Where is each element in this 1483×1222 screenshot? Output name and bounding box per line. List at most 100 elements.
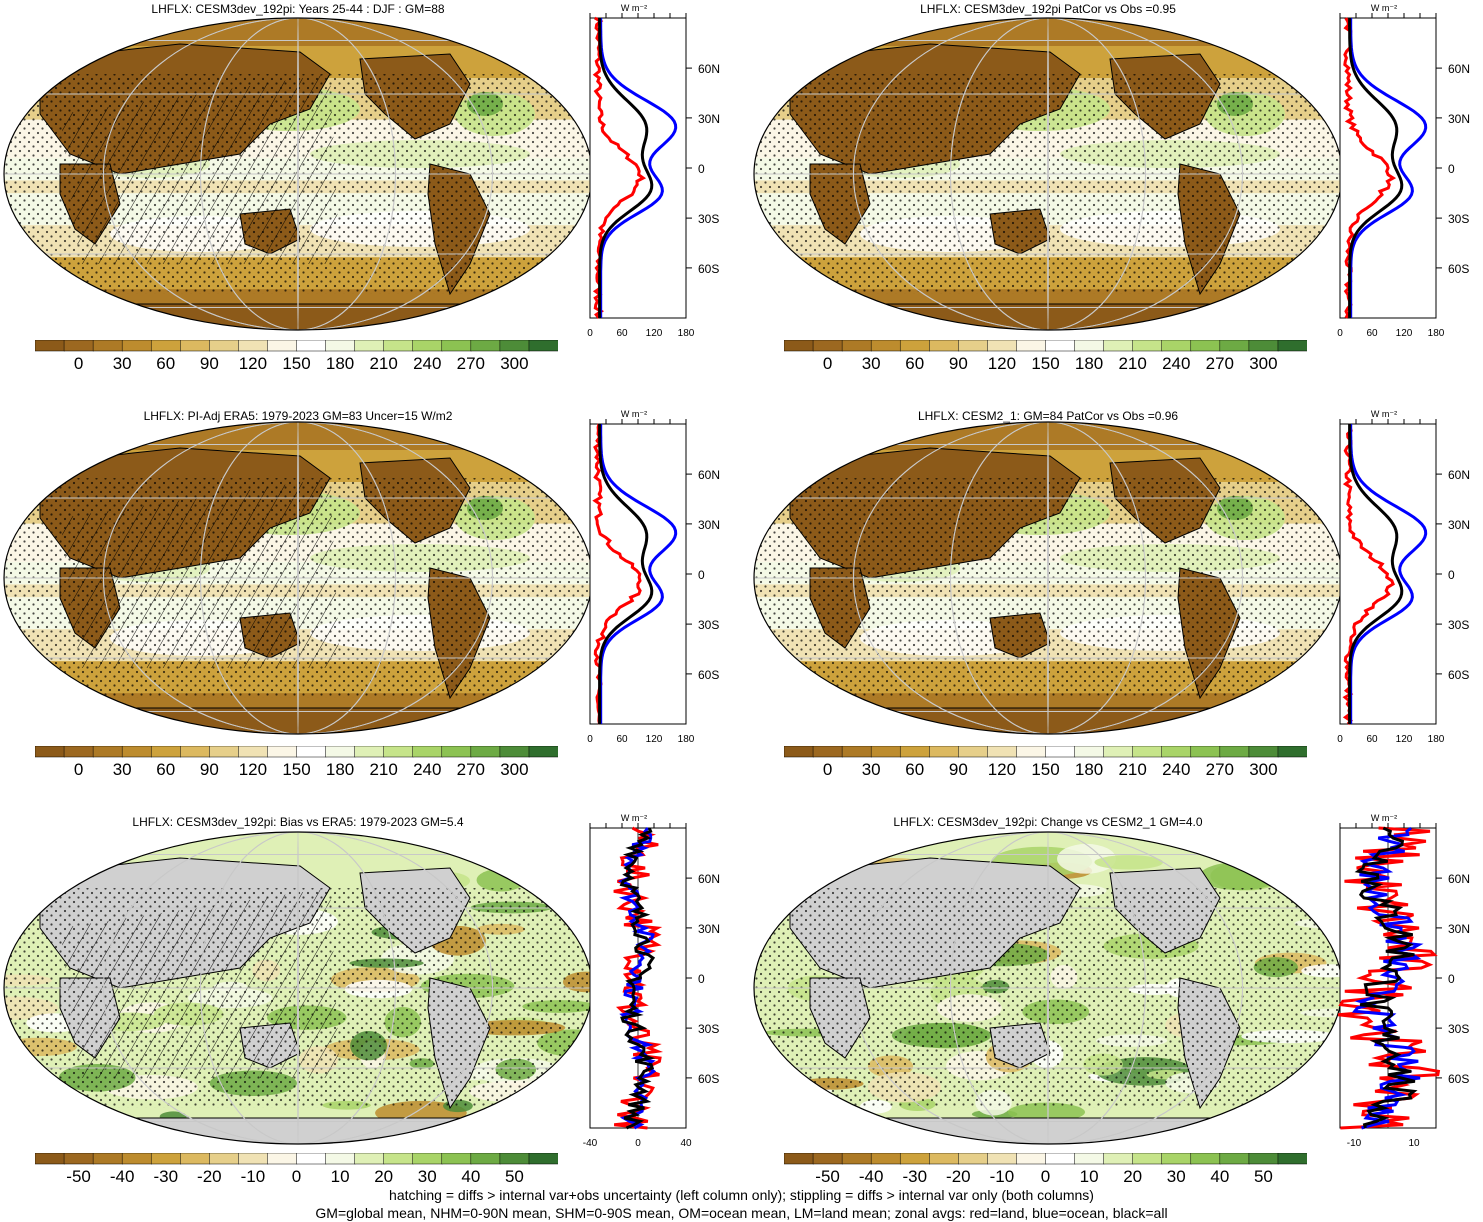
colorbar-label: 0 <box>291 1167 302 1186</box>
lat-label: 30S <box>698 618 719 632</box>
zonal-unit-label: W m⁻² <box>621 3 647 13</box>
colorbar-label: 240 <box>1162 760 1191 779</box>
colorbar-label: 40 <box>1210 1167 1230 1186</box>
colorbar-swatch <box>150 746 182 758</box>
colorbar-swatch <box>987 746 1018 758</box>
colorbar-label: 150 <box>282 760 311 779</box>
colorbar-label: 40 <box>461 1167 481 1186</box>
colorbar-swatch <box>1277 1153 1307 1165</box>
lat-label: 0 <box>698 162 705 176</box>
colorbar-label: 120 <box>987 760 1017 779</box>
zonal-all-line <box>1348 424 1404 724</box>
colorbar-swatch <box>121 1153 152 1165</box>
colorbar-swatch <box>296 1153 327 1165</box>
colorbar-swatch <box>499 340 530 352</box>
colorbar-label: 60 <box>156 354 176 373</box>
colorbar-swatch <box>1248 1153 1279 1165</box>
panel-title: LHFLX: CESM3dev_192pi: Change vs CESM2_1… <box>893 815 1203 829</box>
colorbar-label: -30 <box>902 1167 928 1186</box>
map-plot <box>3 17 593 331</box>
colorbar-swatch <box>784 1153 814 1165</box>
colorbar-swatch <box>1045 1153 1076 1165</box>
colorbar-swatch <box>1132 340 1163 352</box>
colorbar-swatch <box>383 1153 414 1165</box>
panel-title: LHFLX: CESM3dev_192pi: Bias vs ERA5: 197… <box>132 815 464 829</box>
colorbar-swatch <box>987 340 1018 352</box>
colorbar-swatch <box>987 1153 1018 1165</box>
colorbar-swatch <box>899 340 931 352</box>
colorbar-swatch <box>121 340 152 352</box>
colorbar-label: 240 <box>413 354 442 373</box>
colorbar-label: 180 <box>1074 354 1104 373</box>
colorbar-swatch <box>929 340 960 352</box>
colorbar-label: 0 <box>822 760 833 779</box>
colorbar-swatch <box>1103 1153 1134 1165</box>
zonal-all-line <box>1348 18 1404 318</box>
colorbar-labels: -50 -40 -30 -20 -10 0 10 20 30 40 50 <box>784 1167 1307 1189</box>
colorbar-swatch <box>180 340 211 352</box>
colorbar-swatch <box>784 746 814 758</box>
lat-label: 0 <box>698 568 705 582</box>
colorbar-swatch <box>1132 1153 1163 1165</box>
colorbar-label: 90 <box>199 760 219 779</box>
colorbar-swatch <box>870 746 901 758</box>
colorbar-swatch <box>899 1153 931 1165</box>
colorbar-swatch <box>209 1153 240 1165</box>
lat-label: 0 <box>1448 162 1455 176</box>
zonal-tick-label: 180 <box>1428 734 1445 745</box>
panel-title: LHFLX: CESM3dev_192pi PatCor vs Obs =0.9… <box>920 2 1176 16</box>
colorbar-swatch <box>958 746 989 758</box>
colorbar-label: 30 <box>417 1167 437 1186</box>
colorbar-label: 300 <box>500 354 529 373</box>
zonal-tick-label: -10 <box>1347 1138 1362 1149</box>
colorbar-label: 0 <box>822 354 833 373</box>
colorbar-swatch <box>1132 746 1163 758</box>
colorbar-label: -40 <box>109 1167 135 1186</box>
zonal-tick-label: 10 <box>1408 1138 1420 1149</box>
colorbar-swatch <box>528 340 558 352</box>
colorbar-swatch <box>441 1153 472 1165</box>
zonal-tick-label: 0 <box>1337 734 1343 745</box>
colorbar-swatch <box>238 1153 269 1165</box>
colorbar-label: 120 <box>238 760 268 779</box>
colorbar-swatch <box>958 1153 989 1165</box>
colorbar-swatch <box>1190 1153 1221 1165</box>
lat-label: 60S <box>698 1072 719 1086</box>
map-plot <box>3 421 593 735</box>
colorbar-swatch <box>528 746 558 758</box>
zonal-tick-label: 60 <box>616 734 628 745</box>
colorbar-swatch <box>841 746 872 758</box>
colorbar <box>784 746 1307 758</box>
zonal-tick-label: 0 <box>635 1138 641 1149</box>
colorbar-swatch <box>812 746 843 758</box>
colorbar-swatch <box>1219 746 1250 758</box>
colorbar-swatch <box>354 746 385 758</box>
colorbar-swatch <box>1074 746 1105 758</box>
zonal-mean-plot: W m⁻² 60N 30N 0 30S 60S -10 10 <box>1338 813 1470 1149</box>
map-plot <box>753 17 1343 331</box>
colorbar-label: -50 <box>66 1167 91 1186</box>
colorbar-swatch <box>1103 340 1134 352</box>
colorbar-label: 270 <box>1205 354 1235 373</box>
colorbar-swatch <box>470 746 501 758</box>
lat-label: 60N <box>1448 468 1470 482</box>
panel-title: LHFLX: PI-Adj ERA5: 1979-2023 GM=83 Unce… <box>143 409 453 423</box>
colorbar-swatch <box>1103 746 1134 758</box>
zonal-mean-plot: W m⁻² 60N 30N 0 30S 60S 0 60 120 180 <box>1337 409 1470 745</box>
map-plot <box>753 831 1343 1145</box>
zonal-tick-label: 60 <box>1366 734 1378 745</box>
footer-hatching-note: hatching = diffs > internal var+obs unce… <box>389 1187 1094 1203</box>
colorbar-label: 60 <box>156 760 176 779</box>
colorbar-swatch <box>150 340 182 352</box>
colorbar-swatch <box>1277 340 1307 352</box>
colorbar-label: 30 <box>112 354 132 373</box>
colorbar-label: 60 <box>905 760 925 779</box>
lat-label: 30S <box>698 1022 719 1036</box>
lat-label: 30N <box>1448 112 1470 126</box>
lat-label: 30S <box>1448 212 1469 226</box>
colorbar-swatch <box>812 340 843 352</box>
colorbar-label: 180 <box>1074 760 1104 779</box>
colorbar-swatch <box>35 1153 65 1165</box>
colorbar-swatch <box>470 340 501 352</box>
lat-label: 30N <box>698 112 720 126</box>
